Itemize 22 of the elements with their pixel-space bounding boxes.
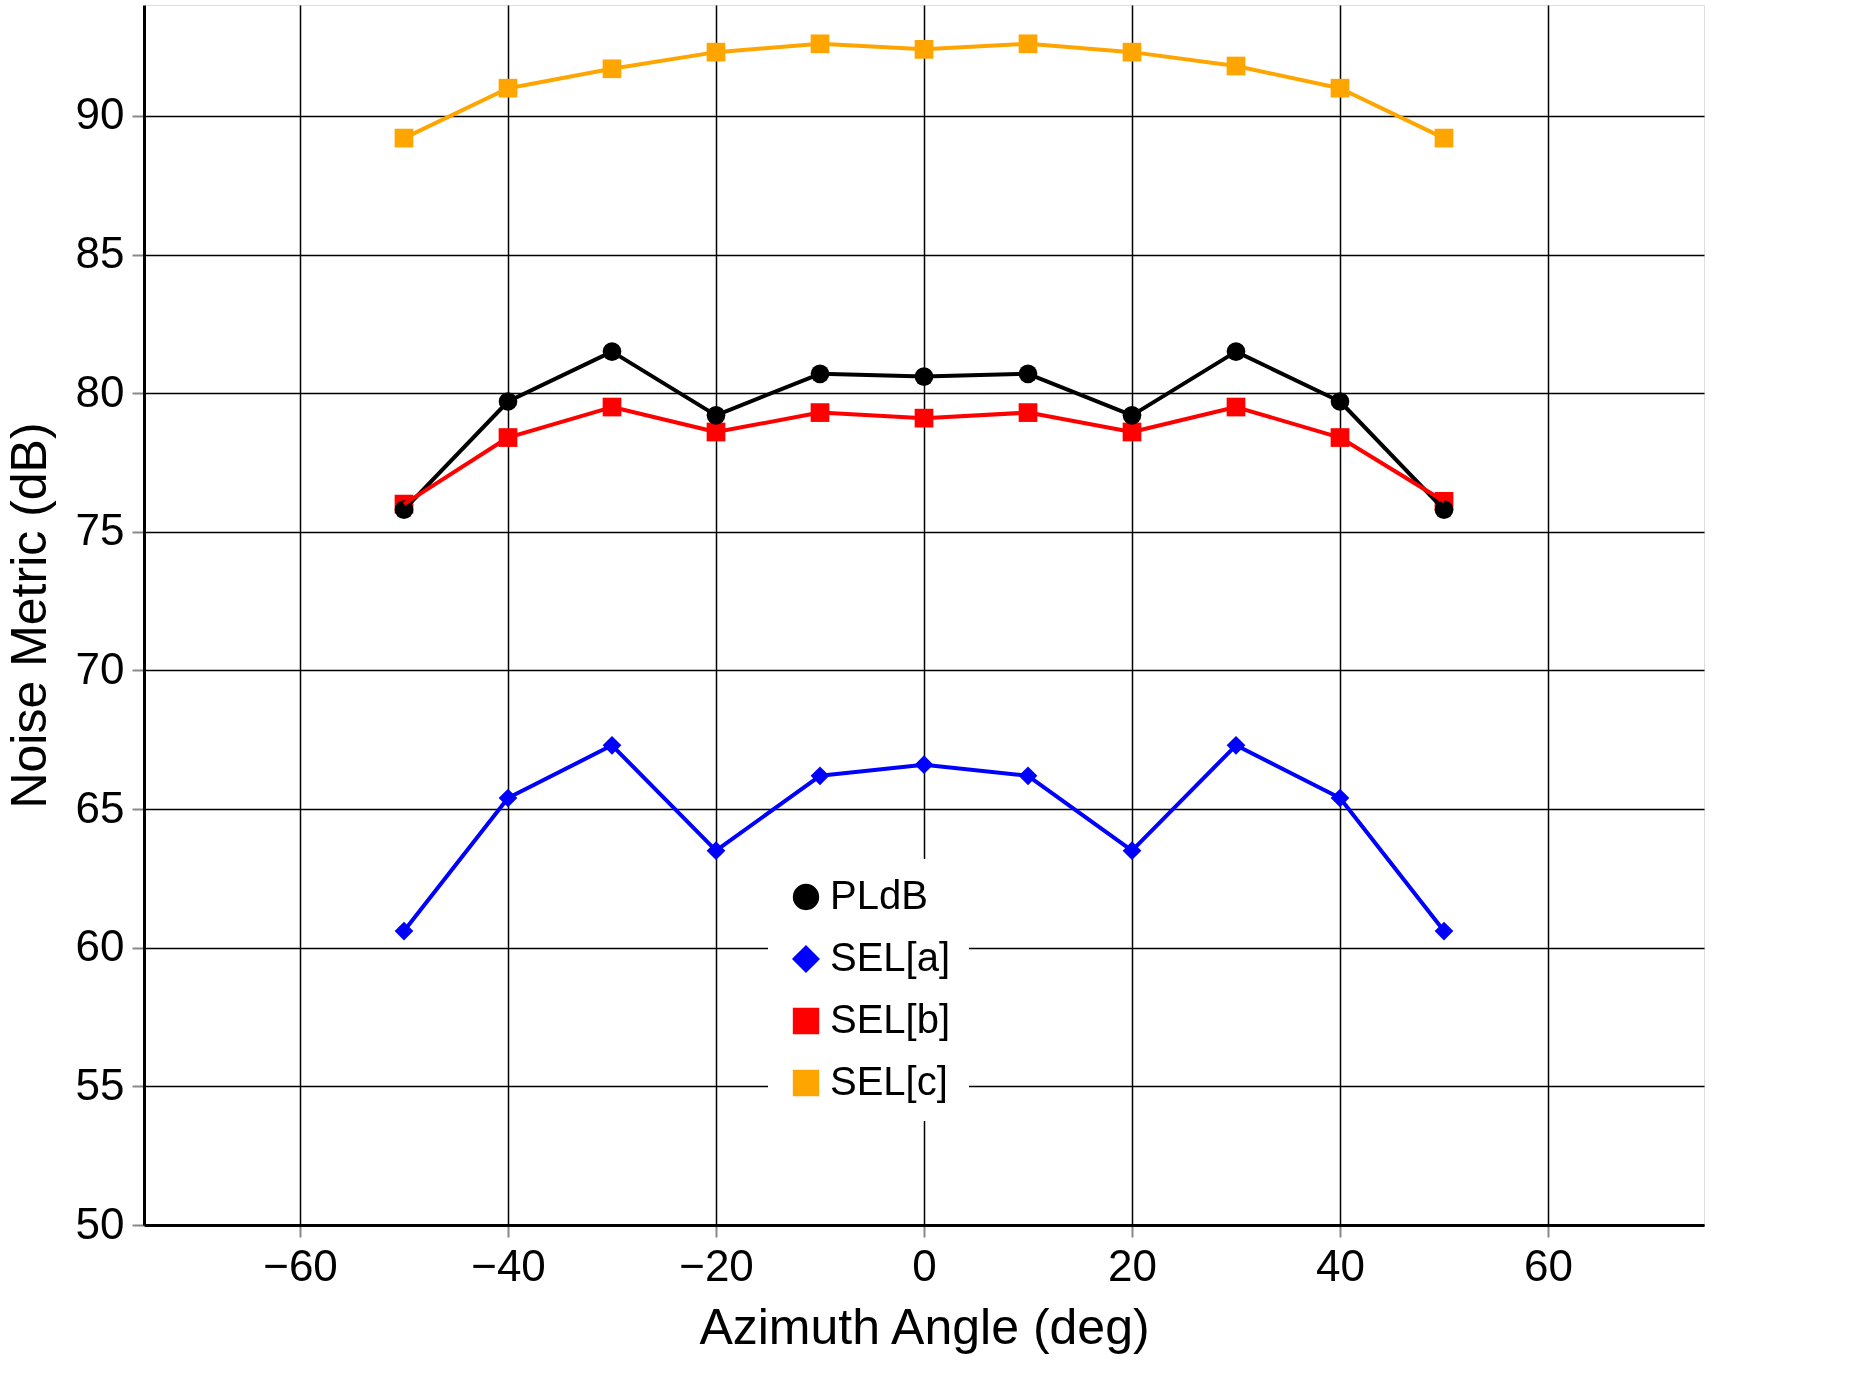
legend-label: SEL[c] (830, 1059, 948, 1103)
legend-label: SEL[b] (830, 997, 951, 1041)
y-tick-label: 80 (75, 366, 125, 416)
y-tick-label: 75 (75, 505, 125, 555)
y-tick-label: 55 (75, 1059, 125, 1109)
y-tick-label: 85 (75, 228, 125, 278)
legend-label: SEL[a] (830, 935, 951, 979)
x-tick-label: −20 (679, 1240, 754, 1290)
x-tick-label: 20 (1108, 1240, 1157, 1290)
x-tick-label: −40 (471, 1240, 546, 1290)
y-tick-label: 65 (75, 782, 125, 832)
y-axis-title: Noise Metric (dB) (0, 422, 57, 809)
y-tick-label: 60 (75, 921, 125, 971)
y-tick-label: 50 (75, 1198, 125, 1248)
x-tick-label: 0 (912, 1240, 937, 1290)
y-tick-label: 70 (75, 643, 125, 693)
x-tick-label: −60 (263, 1240, 338, 1290)
x-tick-label: 60 (1524, 1240, 1573, 1290)
legend-label: PLdB (830, 873, 928, 917)
x-tick-label: 40 (1316, 1240, 1365, 1290)
y-tick-label: 90 (75, 89, 125, 139)
x-axis-title: Azimuth Angle (deg) (699, 1298, 1150, 1355)
